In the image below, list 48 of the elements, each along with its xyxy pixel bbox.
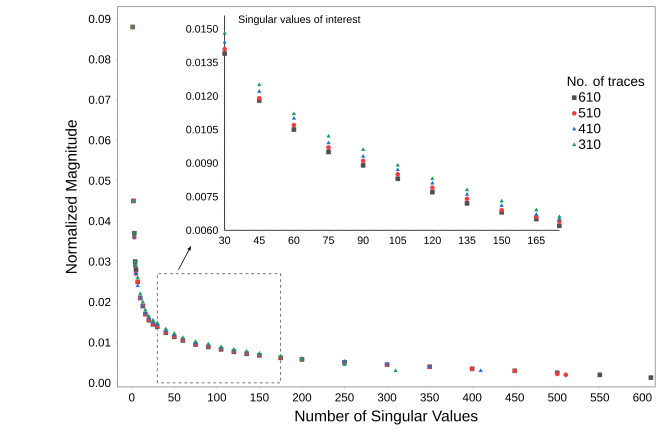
x-tick-label: 120	[424, 236, 441, 244]
y-tick-label: 0.07	[88, 96, 110, 104]
y-tick-label: 0.04	[88, 217, 111, 226]
chart-title: Singular values of interest	[238, 15, 360, 26]
x-tick-label: 600	[633, 393, 652, 402]
y-tick-label: 0.01	[88, 338, 110, 347]
x-tick-label: 0	[128, 393, 135, 402]
legend-label: 410	[578, 124, 600, 134]
x-tick-label: 200	[292, 393, 312, 402]
x-tick-label: 30	[219, 236, 230, 244]
x-tick-label: 105	[390, 236, 406, 244]
x-tick-label: 135	[458, 236, 476, 244]
x-tick-label: 165	[528, 236, 545, 244]
y-tick-label: 0.09	[88, 14, 110, 24]
x-tick-label: 60	[288, 236, 300, 244]
y-tick-label: 0.02	[88, 298, 110, 306]
y-tick-label: 0.05	[88, 176, 110, 185]
legend-label: 510	[578, 108, 600, 118]
y-tick-label: 0.0105	[186, 126, 218, 134]
x-tick-label: 50	[168, 393, 180, 402]
legend-title: No. of traces	[568, 76, 644, 86]
x-tick-label: 250	[335, 393, 354, 402]
x-tick-label: 45	[254, 236, 265, 244]
x-tick-label: 450	[505, 393, 524, 402]
y-tick-label: 0.0135	[186, 58, 218, 66]
y-tick-label: 0.08	[88, 55, 110, 64]
x-tick-label: 100	[208, 393, 226, 402]
y-tick-label: 0.0150	[186, 25, 218, 33]
x-axis-title: Number of Singular Values	[296, 410, 478, 425]
x-tick-label: 500	[548, 393, 566, 402]
x-tick-label: 550	[590, 393, 610, 402]
y-tick-label: 0.0090	[186, 159, 218, 167]
y-tick-label: 0.0075	[186, 192, 218, 200]
x-tick-label: 150	[250, 393, 269, 402]
x-tick-label: 400	[462, 393, 482, 402]
x-tick-label: 90	[358, 236, 369, 244]
x-tick-label: 150	[494, 236, 510, 244]
y-tick-label: 0.03	[88, 258, 110, 266]
y-tick-label: 0.0060	[186, 226, 218, 234]
y-tick-label: 0.0120	[186, 92, 218, 100]
x-tick-label: 300	[378, 393, 396, 402]
x-tick-label: 75	[323, 236, 334, 244]
y-tick-label: 0.06	[88, 136, 110, 144]
x-tick-label: 350	[420, 393, 439, 402]
y-tick-label: 0.00	[88, 378, 111, 388]
legend-label: 610	[578, 92, 600, 102]
y-axis-title: Normalized Magnitude	[65, 120, 80, 274]
legend-label: 310	[578, 139, 600, 150]
